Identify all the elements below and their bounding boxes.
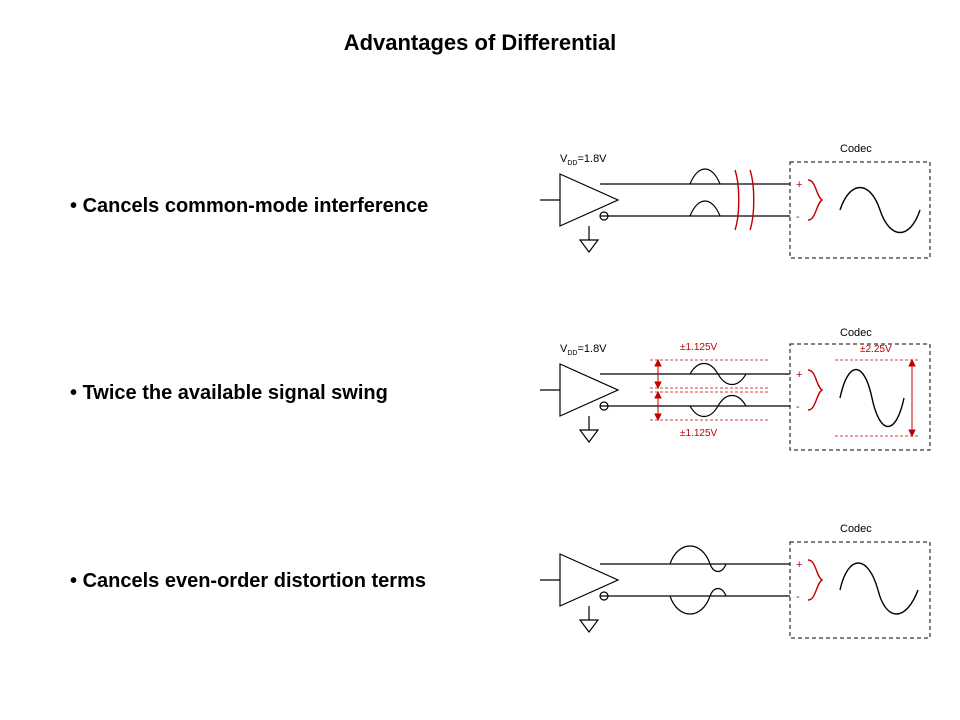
output-sine [840,370,904,427]
vdd-label: VDD=1.8V [560,343,607,357]
codec-label: Codec [840,143,872,155]
v-small-top: ±1.125V [680,342,718,353]
codec-box [790,542,930,638]
v-small-bot: ±1.125V [680,428,718,439]
dist-bot [670,589,726,615]
arrow-out [909,360,915,436]
noise-bot [690,201,720,216]
slide-title: Advantages of Differential [0,30,960,56]
output-sine [840,563,918,614]
plus-label: + [796,179,802,191]
vdd-value: =1.8V [577,343,607,355]
brace [808,560,822,600]
bullet-signal-swing: Twice the available signal swing [70,382,388,405]
diagram-distortion: Codec + - [540,510,940,670]
codec-label: Codec [840,327,872,339]
output-sine [840,188,920,233]
vdd-sub: DD [567,350,577,357]
amp-ground-tri [580,240,598,252]
bullet-common-mode: Cancels common-mode interference [70,195,428,218]
bullet-distortion: Cancels even-order distortion terms [70,570,426,593]
codec-label: Codec [840,523,872,535]
minus-label: - [796,591,800,603]
slide-root: Advantages of Differential Cancels commo… [0,0,960,720]
noise-top [690,169,720,184]
amp-ground-tri [580,620,598,632]
v-big: ±2.25V [860,344,892,355]
amp-triangle [560,364,618,416]
dist-top [670,546,726,572]
amp-triangle [560,554,618,606]
vdd-label: VDD=1.8V [560,153,607,167]
plus-label: + [796,369,802,381]
diagram-common-mode: VDD=1.8V Codec + - [540,130,940,290]
amp-ground-tri [580,430,598,442]
minus-label: - [796,401,800,413]
codec-box [790,162,930,258]
noise-red-2 [750,170,754,230]
amp-triangle [560,174,618,226]
vdd-value: =1.8V [577,153,607,165]
plus-label: + [796,559,802,571]
minus-label: - [796,211,800,223]
vdd-sub: DD [567,160,577,167]
brace [808,180,822,220]
diagram-signal-swing: VDD=1.8V ±1.125V ±1.125V Codec + [540,320,940,480]
brace [808,370,822,410]
noise-red-1 [735,170,739,230]
